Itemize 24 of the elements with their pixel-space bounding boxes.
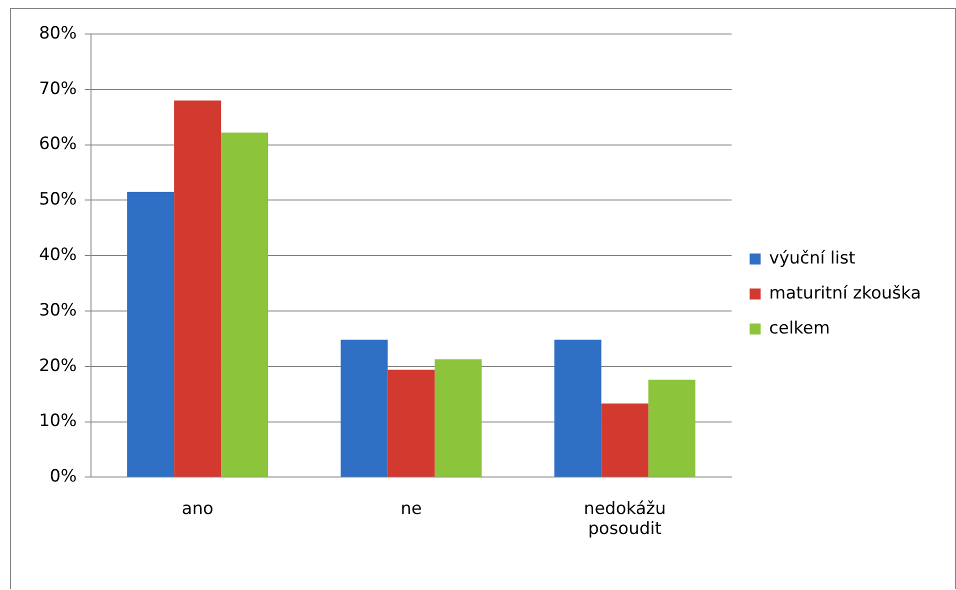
bar — [388, 370, 435, 477]
x-tick-label: ano — [182, 498, 214, 519]
y-tick-label: 20% — [38, 356, 77, 376]
bar — [174, 100, 222, 477]
bar — [127, 192, 174, 477]
y-tick-label: 40% — [38, 245, 77, 266]
y-tick-label: 10% — [38, 411, 77, 432]
y-tick-label: 30% — [38, 300, 77, 320]
y-tick-label: 70% — [38, 78, 77, 99]
bar — [648, 380, 696, 477]
legend-label: celkem — [769, 318, 830, 338]
x-tick-label: ne — [400, 498, 422, 519]
y-tick-label: 80% — [38, 23, 77, 44]
legend-label: maturitní zkouška — [769, 283, 922, 304]
y-tick-label: 60% — [38, 134, 77, 154]
legend-label: výuční list — [769, 248, 856, 268]
bar — [601, 404, 648, 477]
bar — [434, 359, 482, 477]
bar — [221, 132, 268, 477]
x-tick-label: nedokážu posoudit — [584, 498, 666, 540]
y-tick-label: 0% — [50, 466, 77, 487]
bar — [340, 340, 388, 477]
bar — [554, 340, 602, 477]
y-tick-label: 50% — [38, 190, 77, 210]
